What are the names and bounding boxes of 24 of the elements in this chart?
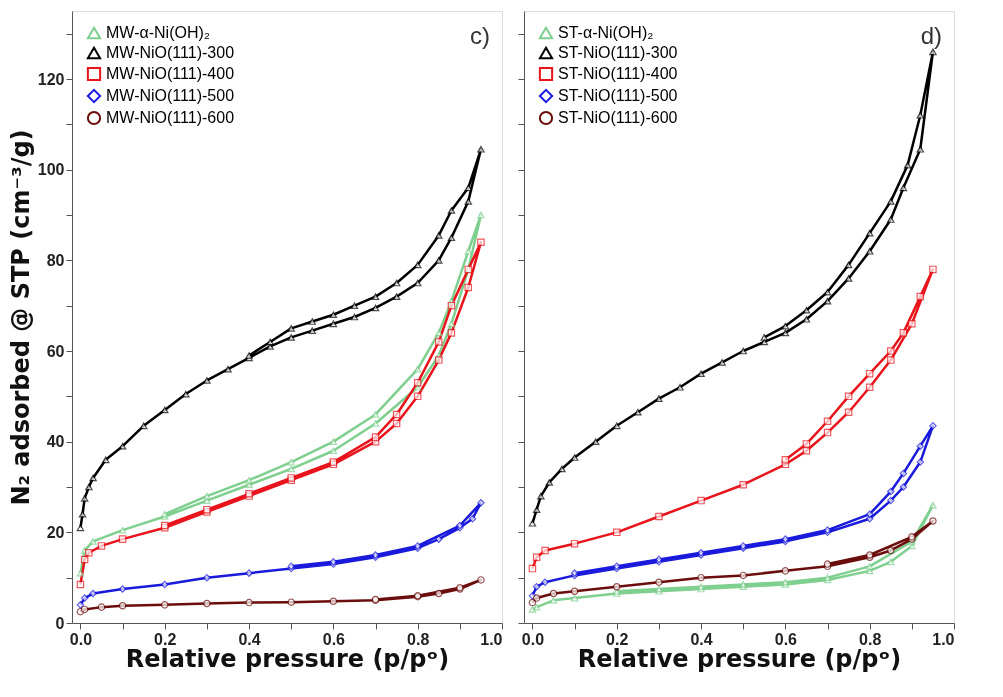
legend-label: ST-α-Ni(OH)₂ (558, 24, 654, 41)
annotation: d) (920, 22, 942, 49)
y-axis-title: N₂ adsorbed @ STP (cm⁻³/g) (6, 129, 35, 506)
y-tick-label: 100 (37, 161, 65, 179)
x-tick-label: 0.0 (521, 630, 545, 648)
y-tick-label: 0 (55, 614, 65, 632)
x-tick-label: 0.0 (69, 630, 93, 648)
legend-label: MW-α-Ni(OH)₂ (106, 24, 211, 41)
legend-label: ST-NiO(111)-500 (558, 87, 678, 104)
y-tick-label: 80 (46, 251, 65, 269)
y-tick-label: 120 (37, 70, 65, 88)
y-tick-label: 20 (46, 523, 65, 541)
legend-label: ST-NiO(111)-600 (558, 109, 678, 126)
annotation: c) (470, 22, 490, 49)
x-tick-label: 1.0 (932, 630, 955, 648)
x-tick-label: 1.0 (480, 630, 503, 648)
legend-label: MW-NiO(111)-300 (106, 44, 235, 61)
legend-label: ST-NiO(111)-300 (558, 44, 678, 61)
legend-label: MW-NiO(111)-400 (106, 65, 235, 82)
y-tick-label: 60 (46, 342, 65, 360)
legend-label: ST-NiO(111)-400 (558, 65, 678, 82)
legend-label: MW-NiO(111)-600 (106, 109, 235, 126)
y-tick-label: 40 (46, 433, 65, 451)
legend-label: MW-NiO(111)-500 (106, 87, 235, 104)
